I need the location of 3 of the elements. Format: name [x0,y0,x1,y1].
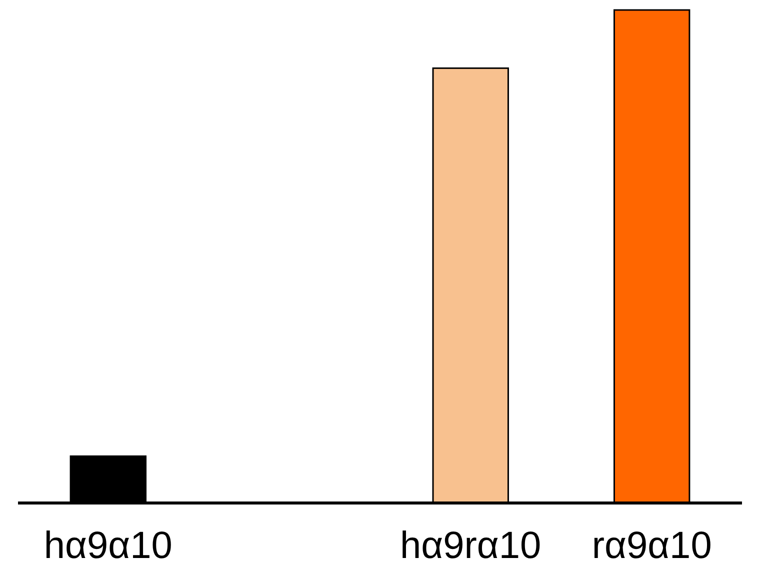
x-tick-label: rα9α10 [592,525,712,566]
x-tick-label: hα9rα10 [400,525,542,566]
x-tick-label: hα9α10 [44,525,172,566]
